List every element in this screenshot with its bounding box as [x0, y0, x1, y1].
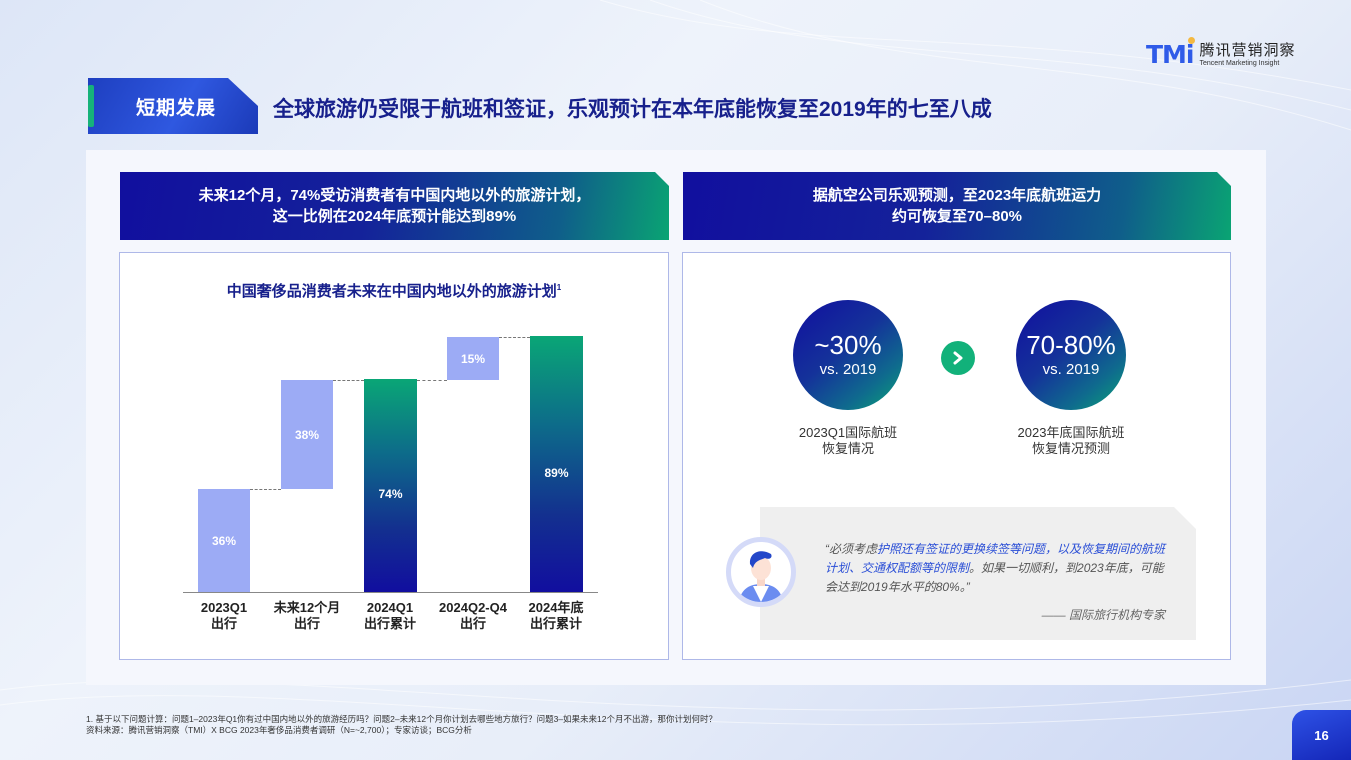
chevron-right-icon — [941, 341, 975, 375]
logo-cn-text: 腾讯营销洞察 — [1199, 41, 1296, 59]
right-banner: 据航空公司乐观预测，至2023年底航班运力 约可恢复至70–80% — [683, 172, 1231, 240]
footnotes: 1. 基于以下问题计算：问题1–2023年Q1你有过中国内地以外的旅游经历吗？问… — [86, 714, 717, 735]
stat-circle-2023-end: 70-80% vs. 2019 — [1016, 300, 1126, 410]
quote-box — [760, 507, 1196, 640]
bar-2024-end-cumulative: 89% — [530, 336, 583, 592]
bar-next-12-months: 38% — [281, 380, 333, 489]
connector-line — [250, 489, 281, 490]
x-axis — [183, 592, 598, 593]
left-banner: 未来12个月，74%受访消费者有中国内地以外的旅游计划， 这一比例在2024年底… — [120, 172, 669, 240]
tmi-logo: TMi 腾讯营销洞察 Tencent Marketing Insight — [1146, 37, 1296, 69]
expert-quote: “必须考虑护照还有签证的更换续签等问题，以及恢复期间的航班计划、交通权配额等的限… — [825, 542, 1166, 594]
bar-2023q1: 36% — [198, 489, 250, 592]
bar-2024q2-q4: 15% — [447, 337, 499, 380]
section-tag-accent — [88, 85, 94, 127]
page-title: 全球旅游仍受限于航班和签证，乐观预计在本年底能恢复至2019年的七至八成 — [273, 98, 992, 121]
section-tag: 短期发展 — [88, 78, 258, 134]
connector-line — [417, 380, 447, 381]
stat-circle-2023q1: ~30% vs. 2019 — [793, 300, 903, 410]
x-label: 2024Q2-Q4 出行 — [439, 600, 507, 631]
expert-avatar-icon — [726, 537, 796, 607]
x-label: 2024Q1 出行累计 — [363, 600, 416, 631]
tmi-logo-mark: TMi — [1146, 37, 1195, 69]
stat-label-2023q1: 2023Q1国际航班 恢复情况 — [798, 425, 898, 456]
connector-line — [333, 380, 364, 381]
quote-source: —— 国际旅行机构专家 — [1041, 608, 1165, 622]
stat-label-2023-end: 2023年底国际航班 恢复情况预测 — [1017, 425, 1125, 456]
x-label: 2024年底 出行累计 — [528, 600, 584, 631]
bar-2024q1-cumulative: 74% — [364, 379, 417, 592]
logo-en-text: Tencent Marketing Insight — [1199, 59, 1280, 67]
x-label: 2023Q1 出行 — [200, 600, 248, 631]
connector-line — [499, 337, 530, 338]
x-label: 未来12个月 出行 — [273, 600, 341, 631]
chart-title: 中国奢侈品消费者未来在中国内地以外的旅游计划1 — [226, 283, 562, 300]
page-number: 16 — [1292, 710, 1351, 760]
